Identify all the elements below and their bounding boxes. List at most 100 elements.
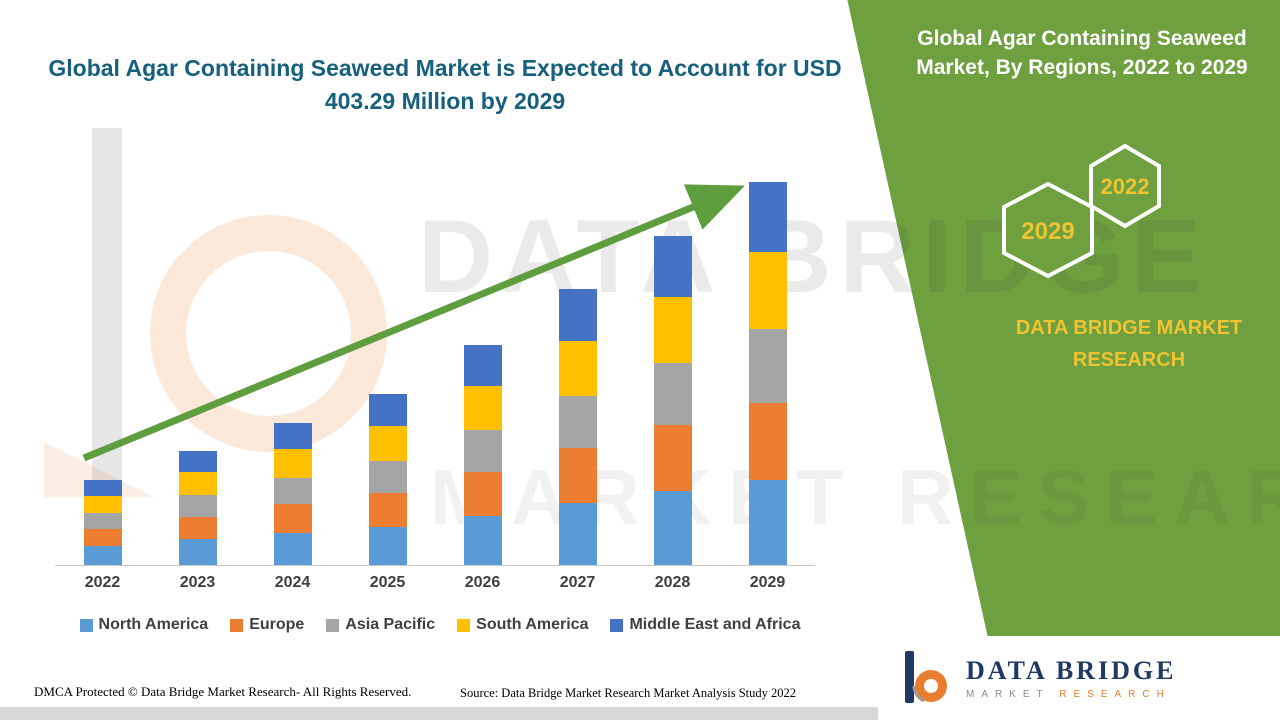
stacked-bar-2023 bbox=[178, 451, 217, 565]
panel-brand-text: DATA BRIDGE MARKET RESEARCH bbox=[1015, 317, 1243, 371]
segment-europe-2025 bbox=[368, 492, 407, 527]
hexagon-2029-label: 2029 bbox=[1021, 218, 1074, 245]
segment-south-america-2024 bbox=[273, 449, 312, 478]
segment-north-america-2022 bbox=[83, 546, 122, 565]
segment-asia-pacific-2022 bbox=[83, 512, 122, 529]
bar-slot-2027: 2027 bbox=[530, 150, 625, 597]
legend-item-middle-east-africa: Middle East and Africa bbox=[610, 616, 800, 634]
stacked-bar-2025 bbox=[368, 394, 407, 565]
segment-south-america-2025 bbox=[368, 426, 407, 461]
segment-asia-pacific-2029 bbox=[748, 329, 787, 403]
chart-legend: North America Europe Asia Pacific South … bbox=[45, 616, 835, 634]
legend-item-asia-pacific: Asia Pacific bbox=[326, 616, 435, 634]
segment-north-america-2025 bbox=[368, 527, 407, 565]
segment-asia-pacific-2028 bbox=[653, 362, 692, 426]
segment-asia-pacific-2023 bbox=[178, 494, 217, 517]
segment-north-america-2024 bbox=[273, 532, 312, 565]
stacked-bar-2026 bbox=[463, 344, 502, 565]
segment-south-america-2029 bbox=[748, 252, 787, 330]
x-axis-label-2025: 2025 bbox=[369, 574, 406, 591]
segment-south-america-2028 bbox=[653, 297, 692, 363]
segment-south-america-2022 bbox=[83, 495, 122, 513]
bar-slot-2026: 2026 bbox=[435, 150, 530, 597]
segment-europe-2023 bbox=[178, 516, 217, 540]
segment-north-america-2028 bbox=[653, 490, 692, 565]
source-note: Source: Data Bridge Market Research Mark… bbox=[460, 686, 797, 700]
segment-europe-2022 bbox=[83, 528, 122, 546]
segment-north-america-2023 bbox=[178, 539, 217, 565]
stacked-bar-chart: 2022 2023 2024 2025 2026 2027 2028 2029 bbox=[55, 150, 815, 597]
bars-container: 2022 2023 2024 2025 2026 2027 2028 2029 bbox=[55, 150, 815, 597]
data-bridge-logo-icon bbox=[905, 651, 947, 703]
segment-middle-east-and-africa-2024 bbox=[273, 422, 312, 450]
segment-europe-2024 bbox=[273, 504, 312, 533]
segment-middle-east-and-africa-2023 bbox=[178, 451, 217, 473]
segment-south-america-2026 bbox=[463, 385, 502, 431]
segment-north-america-2029 bbox=[748, 479, 787, 565]
stacked-bar-2028 bbox=[653, 236, 692, 565]
legend-item-south-america: South America bbox=[457, 616, 588, 634]
segment-north-america-2026 bbox=[463, 515, 502, 565]
legend-label-middle-east-africa: Middle East and Africa bbox=[629, 616, 801, 633]
hexagon-2022-label: 2022 bbox=[1101, 174, 1150, 199]
hexagon-year-badges: 2022 2029 bbox=[1002, 143, 1161, 279]
stacked-bar-2027 bbox=[558, 289, 597, 565]
segment-middle-east-and-africa-2029 bbox=[748, 181, 787, 253]
stacked-bar-2022 bbox=[83, 479, 122, 565]
logo-name: DATA BRIDGE bbox=[966, 656, 1177, 685]
bar-slot-2028: 2028 bbox=[625, 150, 720, 597]
segment-asia-pacific-2025 bbox=[368, 460, 407, 493]
segment-north-america-2027 bbox=[558, 503, 597, 565]
bar-slot-2029: 2029 bbox=[720, 150, 815, 597]
hexagon-2029 bbox=[1002, 181, 1094, 279]
legend-swatch-asia-pacific bbox=[326, 618, 340, 632]
legend-label-south-america: South America bbox=[476, 616, 589, 633]
segment-south-america-2027 bbox=[558, 340, 597, 396]
panel-title: Global Agar Containing Seaweed Market, B… bbox=[916, 27, 1248, 80]
x-axis-label-2024: 2024 bbox=[274, 574, 311, 591]
stacked-bar-2024 bbox=[273, 422, 312, 565]
page-title: Global Agar Containing Seaweed Market is… bbox=[48, 55, 842, 115]
legend-swatch-middle-east-africa bbox=[610, 618, 624, 632]
logo-text: DATA BRIDGE MARKET RESEARCH bbox=[966, 656, 1176, 700]
bar-slot-2023: 2023 bbox=[150, 150, 245, 597]
segment-asia-pacific-2026 bbox=[463, 430, 502, 472]
legend-swatch-north-america bbox=[79, 618, 93, 632]
x-axis-line bbox=[55, 565, 815, 566]
legend-item-north-america: North America bbox=[79, 616, 209, 634]
segment-middle-east-and-africa-2028 bbox=[653, 236, 692, 298]
x-axis-label-2028: 2028 bbox=[654, 574, 691, 591]
x-axis-label-2029: 2029 bbox=[749, 574, 786, 591]
legend-item-europe: Europe bbox=[230, 616, 304, 634]
stacked-bar-2029 bbox=[748, 181, 787, 565]
x-axis-label-2023: 2023 bbox=[179, 574, 216, 591]
x-axis-label-2022: 2022 bbox=[84, 574, 121, 591]
bar-slot-2025: 2025 bbox=[340, 150, 435, 597]
legend-label-north-america: North America bbox=[98, 616, 209, 633]
segment-europe-2026 bbox=[463, 471, 502, 516]
segment-europe-2028 bbox=[653, 425, 692, 491]
segment-south-america-2023 bbox=[178, 472, 217, 495]
segment-middle-east-and-africa-2026 bbox=[463, 344, 502, 386]
logo-subtitle-market: MARKET bbox=[966, 689, 1050, 700]
data-bridge-logo: DATA BRIDGE MARKET RESEARCH bbox=[878, 636, 1280, 720]
bar-slot-2022: 2022 bbox=[55, 150, 150, 597]
segment-middle-east-and-africa-2022 bbox=[83, 479, 122, 496]
legend-swatch-south-america bbox=[457, 618, 471, 632]
bottom-gray-strip bbox=[0, 707, 878, 720]
segment-middle-east-and-africa-2027 bbox=[558, 289, 597, 341]
bar-slot-2024: 2024 bbox=[245, 150, 340, 597]
segment-asia-pacific-2027 bbox=[558, 395, 597, 449]
dmca-notice: DMCA Protected © Data Bridge Market Rese… bbox=[34, 684, 412, 699]
segment-asia-pacific-2024 bbox=[273, 477, 312, 505]
logo-subtitle: MARKET RESEARCH bbox=[966, 689, 1176, 700]
x-axis-label-2026: 2026 bbox=[464, 574, 501, 591]
hexagon-2022 bbox=[1089, 143, 1161, 229]
logo-subtitle-research: RESEARCH bbox=[1059, 689, 1171, 700]
x-axis-label-2027: 2027 bbox=[559, 574, 596, 591]
legend-label-europe: Europe bbox=[249, 616, 305, 633]
segment-middle-east-and-africa-2025 bbox=[368, 394, 407, 427]
legend-swatch-europe bbox=[230, 618, 244, 632]
segment-europe-2027 bbox=[558, 448, 597, 504]
